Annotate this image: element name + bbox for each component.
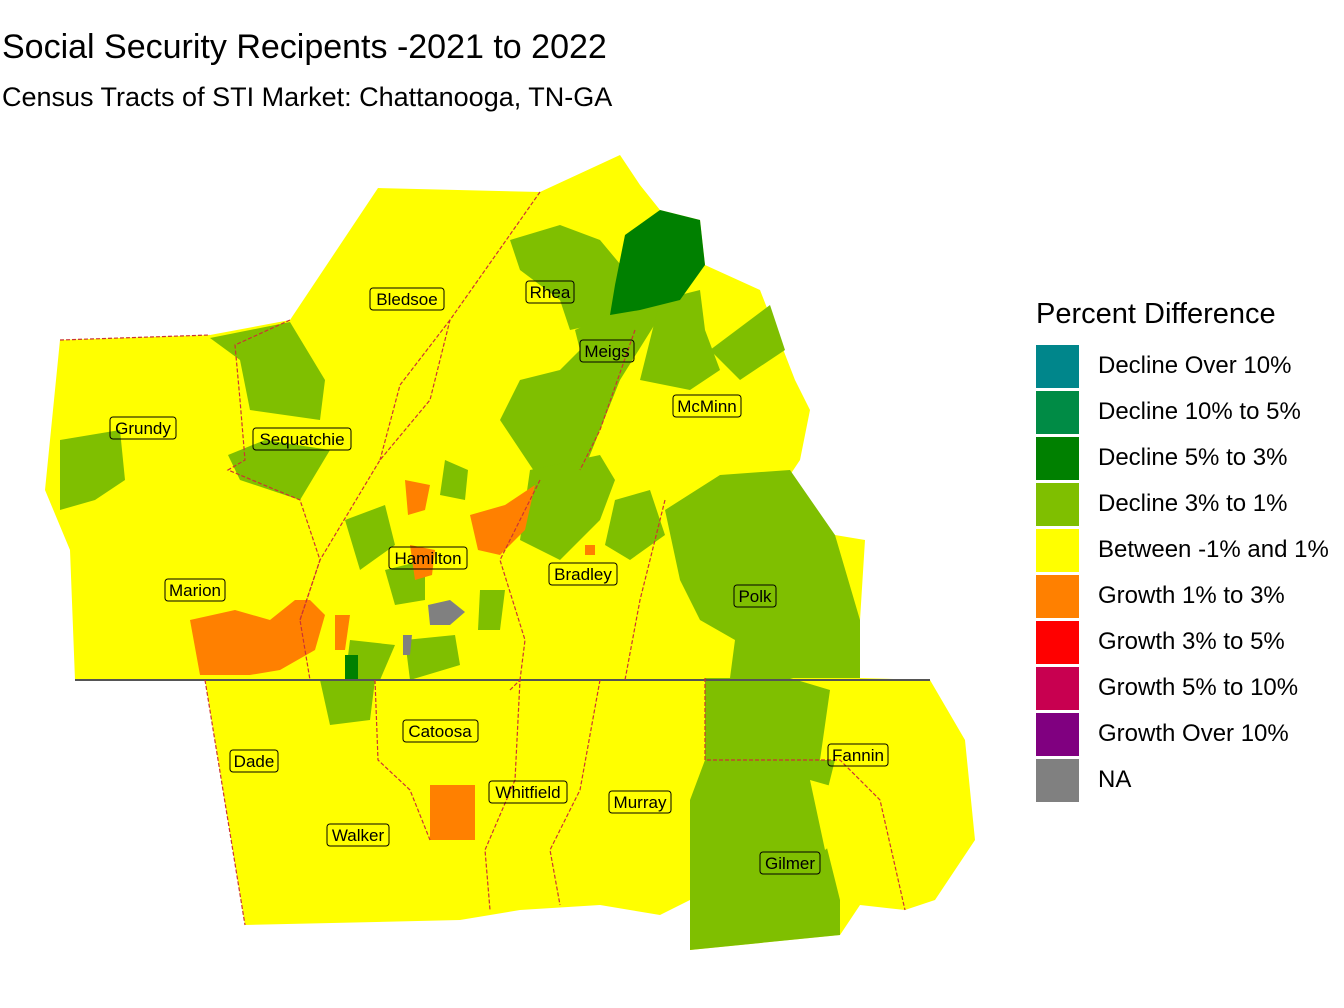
svg-text:Bradley: Bradley [554,565,612,584]
svg-text:Marion: Marion [169,581,221,600]
legend-swatch [1036,574,1079,618]
svg-text:Whitfield: Whitfield [495,783,560,802]
county-label-mcminn: McMinn [672,394,742,418]
legend-item: Decline 3% to 1% [1036,481,1329,527]
legend-label: Decline 3% to 1% [1098,490,1288,517]
na-tracts [403,600,465,655]
map-subtitle: Census Tracts of STI Market: Chattanooga… [2,82,613,112]
legend-item: Growth 3% to 5% [1036,619,1329,665]
legend-swatch [1036,712,1079,756]
county-label-murray: Murray [608,790,672,814]
legend-swatch [1036,528,1079,572]
county-label-sequatchie: Sequatchie [252,427,352,451]
decline-3-1-tracts [60,225,860,950]
legend-label: Growth 3% to 5% [1098,628,1285,655]
legend-item: Decline 10% to 5% [1036,389,1329,435]
legend-swatch [1036,390,1079,434]
county-label-walker: Walker [326,823,390,847]
county-label-dade: Dade [229,749,279,773]
county-boundaries [59,191,906,926]
legend-label: Between -1% and 1% [1098,536,1329,563]
svg-text:Catoosa: Catoosa [408,722,472,741]
legend-item: Growth 5% to 10% [1036,665,1329,711]
map-title: Social Security Recipents -2021 to 2022 [2,28,607,66]
svg-text:Rhea: Rhea [530,283,571,302]
svg-text:Dade: Dade [234,752,275,771]
county-label-whitfield: Whitfield [488,780,568,804]
svg-text:Hamilton: Hamilton [394,549,461,568]
legend: Percent Difference Decline Over 10% Decl… [1036,298,1329,803]
legend-item: Decline 5% to 3% [1036,435,1329,481]
legend-label: Decline 5% to 3% [1098,444,1288,471]
legend-swatch [1036,620,1079,664]
tract-map: Bledsoe Rhea Meigs McMinn Grundy Sequatc… [45,155,975,950]
legend-swatch [1036,758,1079,802]
county-labels: Bledsoe Rhea Meigs McMinn Grundy Sequatc… [109,280,889,875]
svg-text:Sequatchie: Sequatchie [259,430,344,449]
legend-swatch [1036,436,1079,480]
svg-text:McMinn: McMinn [677,397,737,416]
county-label-marion: Marion [164,578,226,602]
county-label-bradley: Bradley [548,562,618,586]
legend-label: NA [1098,766,1132,793]
county-label-catoosa: Catoosa [402,719,479,743]
svg-text:Murray: Murray [614,793,667,812]
growth-1-3-tracts [190,480,595,840]
svg-text:Bledsoe: Bledsoe [376,290,437,309]
legend-item: Decline Over 10% [1036,343,1329,389]
svg-text:Polk: Polk [738,587,772,606]
legend-item: Growth 1% to 3% [1036,573,1329,619]
county-label-rhea: Rhea [525,280,575,304]
county-label-fannin: Fannin [827,743,889,767]
legend-swatch [1036,344,1079,388]
legend-item: Growth Over 10% [1036,711,1329,757]
legend-title: Percent Difference [1036,298,1276,330]
legend-item: Between -1% and 1% [1036,527,1329,573]
svg-text:Gilmer: Gilmer [765,854,815,873]
legend-label: Decline Over 10% [1098,352,1292,379]
county-label-grundy: Grundy [109,416,177,440]
county-label-polk: Polk [733,584,777,608]
legend-label: Decline 10% to 5% [1098,398,1301,425]
county-label-gilmer: Gilmer [759,851,821,875]
county-label-meigs: Meigs [579,339,635,363]
legend-swatch [1036,666,1079,710]
decline-5-3-tracts [345,210,705,680]
legend-item: NA [1036,757,1329,803]
svg-text:Grundy: Grundy [115,419,171,438]
svg-text:Meigs: Meigs [584,342,629,361]
legend-label: Growth Over 10% [1098,720,1289,747]
legend-label: Growth 1% to 3% [1098,582,1285,609]
county-label-hamilton: Hamilton [388,546,468,570]
legend-label: Growth 5% to 10% [1098,674,1299,701]
svg-text:Walker: Walker [332,826,385,845]
county-label-bledsoe: Bledsoe [369,287,445,311]
legend-swatch [1036,482,1079,526]
svg-text:Fannin: Fannin [832,746,884,765]
